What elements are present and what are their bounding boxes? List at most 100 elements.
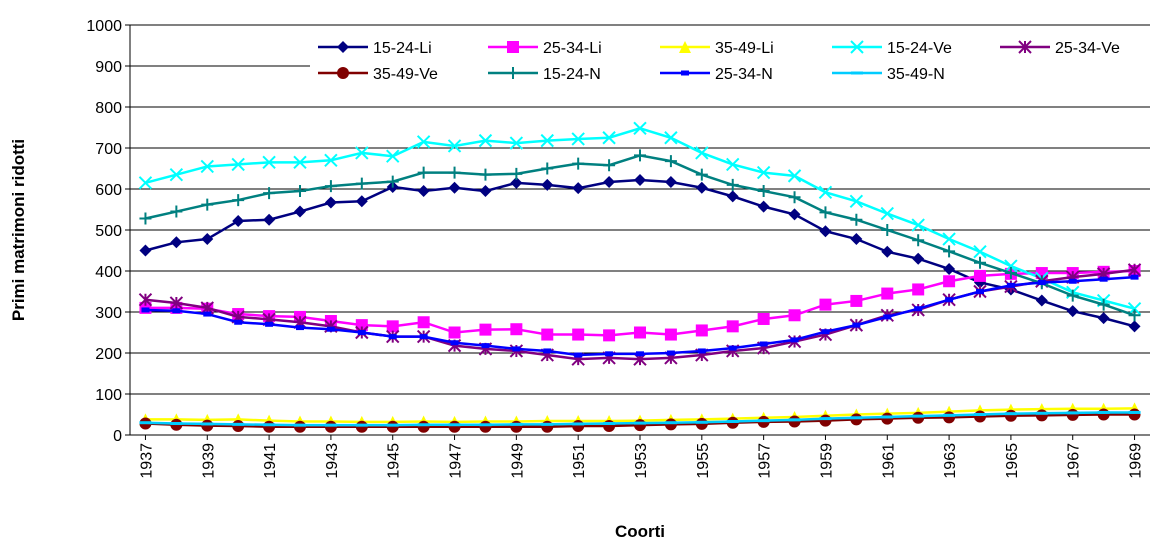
marker bbox=[1097, 312, 1110, 325]
marker bbox=[634, 326, 646, 339]
x-tick-label: 1939 bbox=[200, 443, 217, 479]
marker bbox=[634, 421, 646, 425]
marker bbox=[1004, 409, 1017, 422]
marker bbox=[324, 180, 337, 193]
marker bbox=[355, 177, 368, 190]
series-line bbox=[145, 178, 1135, 328]
marker bbox=[821, 329, 830, 335]
marker bbox=[911, 218, 925, 232]
legend-label: 35-49-Li bbox=[715, 40, 774, 57]
marker bbox=[419, 334, 428, 340]
marker bbox=[479, 423, 492, 427]
marker bbox=[170, 205, 183, 218]
marker bbox=[138, 292, 153, 307]
marker bbox=[141, 307, 150, 313]
marker bbox=[1035, 409, 1048, 422]
marker bbox=[265, 321, 274, 327]
marker bbox=[139, 244, 152, 257]
legend-label: 15-24-Ve bbox=[887, 40, 952, 57]
marker bbox=[479, 185, 492, 198]
legend-label: 35-49-Ve bbox=[373, 66, 438, 83]
marker bbox=[169, 296, 184, 310]
marker bbox=[478, 133, 493, 148]
marker bbox=[850, 416, 863, 420]
marker bbox=[201, 198, 214, 211]
marker bbox=[170, 422, 183, 426]
marker bbox=[296, 325, 304, 331]
marker bbox=[572, 328, 585, 341]
marker bbox=[1097, 408, 1110, 421]
marker bbox=[1066, 289, 1079, 302]
marker bbox=[388, 334, 397, 340]
marker bbox=[169, 167, 184, 182]
marker bbox=[386, 423, 399, 427]
marker bbox=[337, 67, 349, 79]
marker bbox=[634, 419, 646, 432]
marker bbox=[357, 330, 366, 335]
marker bbox=[481, 343, 490, 349]
marker bbox=[541, 178, 554, 191]
marker bbox=[695, 417, 708, 430]
x-tick-label: 1937 bbox=[138, 443, 155, 479]
marker bbox=[447, 139, 462, 153]
marker bbox=[881, 245, 894, 258]
marker bbox=[201, 233, 214, 246]
x-tick-label: 1959 bbox=[818, 443, 835, 479]
x-tick-label: 1969 bbox=[1128, 443, 1145, 479]
marker bbox=[1128, 320, 1141, 333]
marker bbox=[294, 423, 306, 427]
marker bbox=[386, 149, 400, 163]
marker bbox=[139, 212, 152, 225]
marker bbox=[633, 121, 647, 136]
marker bbox=[695, 168, 708, 181]
marker bbox=[417, 185, 430, 198]
marker bbox=[788, 208, 801, 221]
marker bbox=[510, 167, 523, 180]
marker bbox=[976, 289, 984, 294]
marker bbox=[726, 419, 739, 423]
marker bbox=[355, 195, 368, 208]
marker bbox=[510, 422, 523, 426]
marker bbox=[574, 352, 583, 358]
marker bbox=[510, 176, 523, 189]
marker bbox=[479, 168, 492, 181]
marker bbox=[605, 351, 614, 357]
marker bbox=[664, 176, 677, 189]
marker bbox=[541, 420, 554, 433]
marker bbox=[726, 190, 739, 203]
marker bbox=[756, 165, 771, 180]
marker bbox=[664, 131, 678, 145]
marker bbox=[1068, 278, 1077, 284]
marker bbox=[572, 422, 585, 426]
marker bbox=[201, 419, 214, 432]
marker bbox=[448, 181, 461, 194]
y-tick-label: 600 bbox=[95, 182, 122, 199]
marker bbox=[974, 410, 986, 423]
x-tick-label: 1965 bbox=[1004, 443, 1021, 479]
marker bbox=[1037, 279, 1046, 285]
marker bbox=[448, 166, 461, 179]
marker bbox=[818, 185, 833, 199]
marker bbox=[881, 412, 894, 425]
marker bbox=[572, 182, 585, 195]
marker bbox=[790, 337, 799, 343]
marker bbox=[448, 420, 461, 433]
marker bbox=[507, 41, 519, 53]
marker bbox=[507, 67, 519, 79]
marker bbox=[912, 414, 925, 418]
legend-label: 15-24-Li bbox=[373, 40, 432, 57]
legend-label: 25-34-Ve bbox=[1055, 40, 1120, 57]
marker bbox=[912, 234, 925, 247]
marker bbox=[757, 200, 770, 213]
marker bbox=[417, 423, 430, 427]
marker bbox=[571, 132, 585, 146]
marker bbox=[851, 71, 863, 75]
marker bbox=[1097, 410, 1110, 414]
marker bbox=[883, 314, 892, 320]
marker bbox=[1127, 263, 1142, 277]
marker bbox=[695, 324, 708, 337]
marker bbox=[788, 418, 801, 422]
marker bbox=[943, 275, 956, 288]
marker bbox=[355, 420, 368, 433]
marker bbox=[1130, 274, 1139, 280]
